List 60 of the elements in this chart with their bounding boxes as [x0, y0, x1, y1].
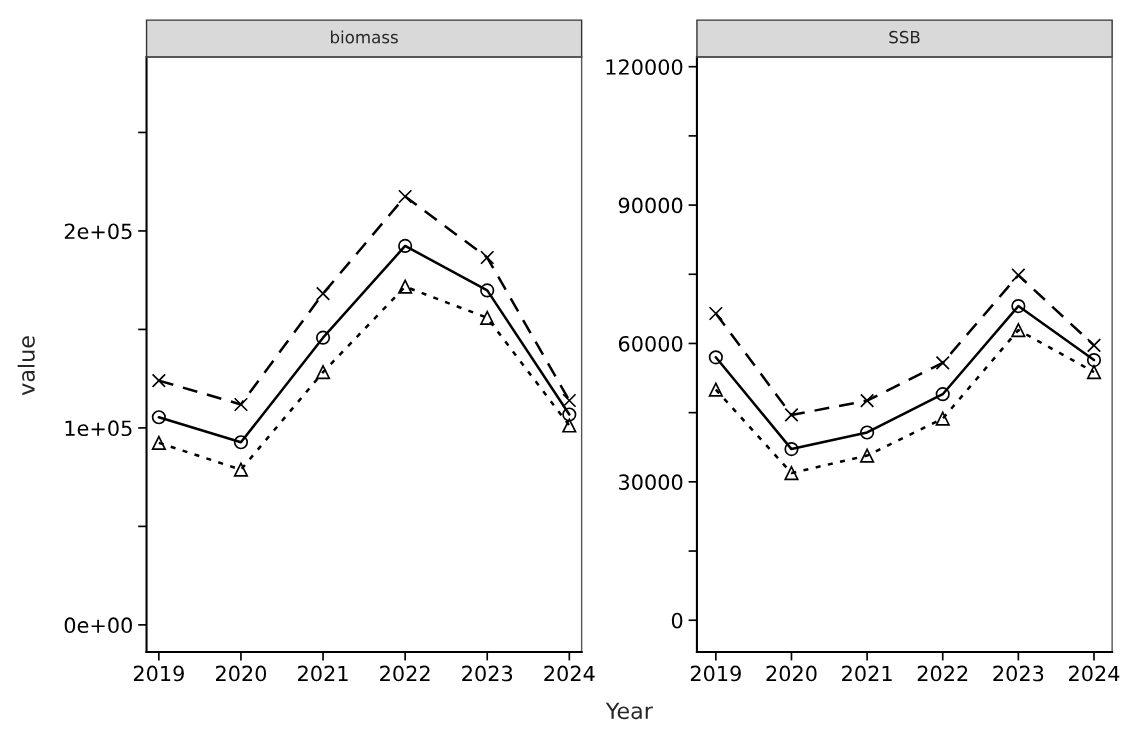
point	[1086, 364, 1102, 380]
point	[233, 397, 249, 412]
point	[860, 425, 875, 440]
point	[708, 306, 723, 321]
point	[1011, 323, 1026, 338]
x-tick-label: 2019	[690, 665, 741, 682]
x-tick-label: 2021	[298, 665, 348, 682]
chart-title: SSB	[889, 30, 920, 44]
point	[480, 310, 495, 325]
point	[1011, 299, 1026, 314]
point	[562, 418, 577, 433]
y-tick-label: 60000	[618, 335, 683, 352]
point	[860, 393, 875, 408]
point	[562, 393, 577, 408]
point	[233, 462, 249, 477]
point	[151, 410, 166, 425]
point	[1011, 268, 1026, 283]
y-tick-label: 2e+05	[64, 223, 132, 240]
point	[480, 283, 495, 298]
point	[784, 465, 799, 481]
y-axis-title: value	[17, 336, 35, 396]
point	[784, 407, 799, 423]
y-tick-label: 30000	[619, 474, 683, 491]
point	[708, 382, 723, 397]
y-tick-label: 0	[671, 612, 683, 629]
point	[784, 442, 799, 457]
point	[398, 279, 413, 294]
x-tick-label: 2020	[766, 665, 817, 682]
point	[935, 387, 950, 402]
point	[935, 411, 950, 426]
x-tick-label: 2022	[380, 665, 430, 682]
point	[480, 250, 495, 265]
point	[398, 189, 413, 204]
x-tick-label: 2019	[133, 665, 184, 682]
x-tick-label: 2022	[917, 665, 968, 682]
point	[315, 286, 331, 301]
point	[1086, 338, 1102, 353]
point	[151, 373, 166, 388]
point	[398, 238, 413, 253]
y-tick-label: 0e+00	[64, 617, 132, 634]
x-tick-label: 2024	[1069, 665, 1120, 682]
x-tick-label: 2023	[462, 665, 513, 682]
point	[1086, 352, 1102, 368]
y-tick-label: 120000	[606, 59, 683, 75]
x-tick-label: 2021	[842, 665, 892, 682]
point	[708, 350, 723, 365]
point	[233, 435, 249, 450]
point	[860, 448, 875, 463]
point	[562, 407, 577, 422]
x-axis-title: Year	[605, 702, 653, 720]
point	[935, 355, 950, 370]
chart-title: biomass	[330, 30, 398, 44]
point	[151, 435, 166, 450]
y-tick-label: 90000	[618, 197, 683, 214]
y-tick-label: 1e+05	[65, 420, 132, 437]
x-tick-label: 2020	[215, 665, 267, 682]
x-tick-label: 2024	[544, 665, 595, 682]
point	[315, 365, 331, 380]
x-tick-label: 2023	[993, 665, 1044, 682]
point	[315, 330, 331, 345]
